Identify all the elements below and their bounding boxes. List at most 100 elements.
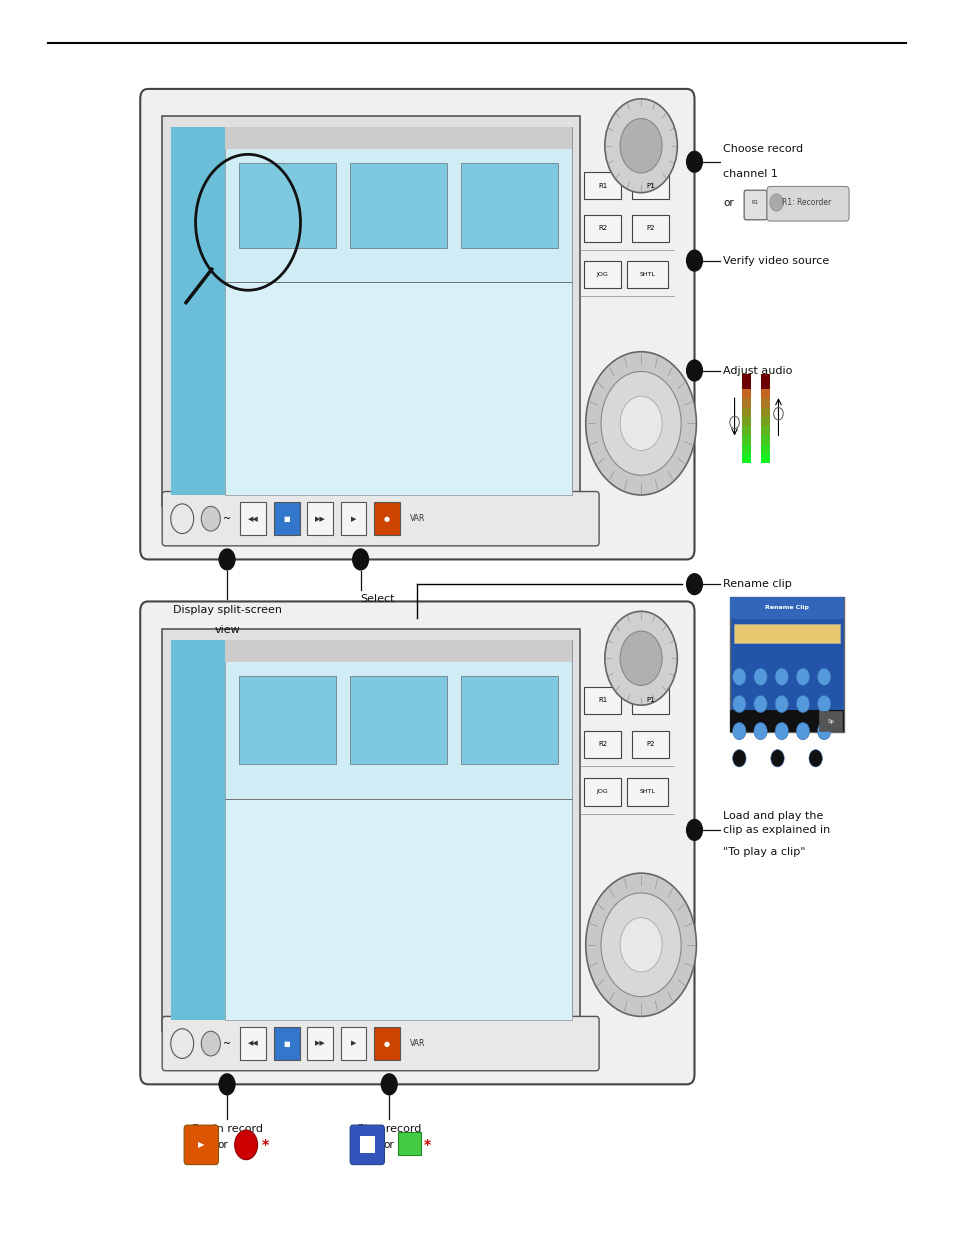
- Bar: [741, 389, 750, 398]
- Circle shape: [585, 352, 696, 495]
- Text: P1: P1: [646, 698, 655, 704]
- Text: or: or: [383, 1140, 395, 1150]
- Text: channel 1: channel 1: [722, 169, 778, 179]
- Text: R1: R1: [598, 698, 607, 704]
- Text: ■: ■: [283, 1041, 290, 1046]
- Bar: [171, 640, 225, 1020]
- Text: R1: Recorder: R1: Recorder: [781, 198, 830, 207]
- Text: grass valley: grass valley: [213, 643, 258, 653]
- Circle shape: [796, 668, 809, 685]
- FancyBboxPatch shape: [162, 116, 579, 506]
- Text: GV: GV: [181, 643, 199, 653]
- Circle shape: [218, 548, 235, 571]
- FancyBboxPatch shape: [184, 1125, 218, 1165]
- Bar: [729, 710, 843, 732]
- Text: *: *: [261, 1137, 269, 1152]
- Text: Sp: Sp: [826, 719, 834, 724]
- Circle shape: [685, 359, 702, 382]
- Circle shape: [685, 249, 702, 272]
- Text: ~: ~: [223, 1039, 231, 1049]
- Text: VAR: VAR: [410, 1039, 425, 1049]
- FancyBboxPatch shape: [397, 1132, 420, 1155]
- Text: Begin record: Begin record: [192, 1124, 262, 1134]
- Circle shape: [774, 668, 787, 685]
- FancyBboxPatch shape: [162, 1016, 598, 1071]
- Circle shape: [619, 918, 661, 972]
- Text: ~: ~: [223, 514, 231, 524]
- Text: ▶: ▶: [351, 516, 355, 521]
- Text: Rename clip: Rename clip: [722, 579, 791, 589]
- FancyBboxPatch shape: [240, 501, 266, 536]
- Bar: [350, 163, 446, 248]
- Circle shape: [732, 750, 745, 767]
- Text: ■: ■: [283, 516, 290, 521]
- Bar: [760, 408, 769, 417]
- Text: R1: R1: [751, 200, 759, 205]
- FancyBboxPatch shape: [340, 1028, 366, 1060]
- Circle shape: [619, 119, 661, 173]
- Text: R2: R2: [598, 741, 607, 747]
- FancyBboxPatch shape: [307, 501, 333, 536]
- Bar: [760, 374, 769, 389]
- Circle shape: [685, 573, 702, 595]
- Text: GV: GV: [181, 131, 199, 141]
- Circle shape: [808, 750, 821, 767]
- Circle shape: [619, 396, 661, 451]
- Circle shape: [796, 695, 809, 713]
- FancyBboxPatch shape: [274, 501, 299, 536]
- Bar: [171, 640, 571, 1020]
- Text: Display split-screen: Display split-screen: [172, 605, 281, 615]
- Text: ◀◀: ◀◀: [248, 516, 258, 521]
- Circle shape: [201, 506, 220, 531]
- Text: ▶: ▶: [198, 1140, 204, 1150]
- Circle shape: [753, 722, 766, 740]
- FancyBboxPatch shape: [583, 215, 620, 242]
- FancyBboxPatch shape: [374, 1028, 399, 1060]
- Text: *: *: [423, 1137, 431, 1152]
- FancyBboxPatch shape: [632, 172, 669, 199]
- Bar: [350, 677, 446, 764]
- Text: Select: Select: [360, 594, 395, 604]
- Bar: [225, 127, 571, 282]
- Text: ◀◀: ◀◀: [248, 1041, 258, 1046]
- FancyBboxPatch shape: [240, 1028, 266, 1060]
- Bar: [729, 597, 843, 619]
- FancyBboxPatch shape: [307, 1028, 333, 1060]
- Circle shape: [774, 695, 787, 713]
- FancyBboxPatch shape: [583, 731, 620, 758]
- FancyBboxPatch shape: [162, 492, 598, 546]
- FancyBboxPatch shape: [583, 261, 620, 288]
- Bar: [741, 426, 750, 436]
- Circle shape: [732, 722, 745, 740]
- Bar: [760, 454, 769, 463]
- Bar: [225, 282, 571, 495]
- FancyBboxPatch shape: [140, 89, 694, 559]
- Text: P1: P1: [646, 183, 655, 189]
- Circle shape: [774, 722, 787, 740]
- Bar: [760, 445, 769, 454]
- FancyBboxPatch shape: [743, 190, 766, 220]
- Circle shape: [817, 668, 830, 685]
- FancyBboxPatch shape: [632, 731, 669, 758]
- FancyBboxPatch shape: [819, 711, 841, 731]
- FancyBboxPatch shape: [626, 778, 667, 806]
- Circle shape: [604, 611, 677, 705]
- Bar: [760, 417, 769, 426]
- Circle shape: [352, 548, 369, 571]
- Text: SHTL: SHTL: [639, 272, 655, 277]
- Bar: [741, 398, 750, 408]
- Bar: [238, 677, 335, 764]
- Bar: [238, 163, 335, 248]
- Circle shape: [732, 668, 745, 685]
- Bar: [225, 640, 571, 662]
- FancyBboxPatch shape: [340, 501, 366, 536]
- Circle shape: [753, 668, 766, 685]
- Text: Stop record: Stop record: [356, 1124, 421, 1134]
- Text: VAR: VAR: [410, 514, 425, 524]
- Bar: [171, 127, 571, 495]
- Circle shape: [817, 695, 830, 713]
- Circle shape: [753, 695, 766, 713]
- Text: ●: ●: [383, 1041, 390, 1046]
- Bar: [760, 389, 769, 398]
- Circle shape: [600, 372, 680, 475]
